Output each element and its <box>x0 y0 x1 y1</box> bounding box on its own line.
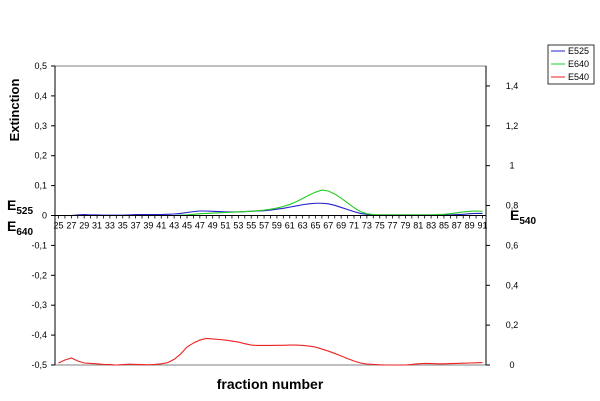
x-tick-label: 79 <box>400 221 410 231</box>
x-tick-label: 69 <box>336 221 346 231</box>
left-tick-label: 0,5 <box>34 61 47 71</box>
x-tick-label: 47 <box>195 221 205 231</box>
x-tick-label: 33 <box>105 221 115 231</box>
x-tick-label: 63 <box>298 221 308 231</box>
x-tick-label: 53 <box>233 221 243 231</box>
left-tick-label: 0,4 <box>34 91 47 101</box>
x-tick-label: 37 <box>131 221 141 231</box>
left-tick-label: 0 <box>42 211 47 221</box>
x-tick-label: 67 <box>323 221 333 231</box>
left-tick-label: -0,2 <box>31 270 47 280</box>
x-tick-label: 71 <box>349 221 359 231</box>
x-tick-label: 73 <box>362 221 372 231</box>
legend: E525 E640 E540 <box>547 44 595 85</box>
x-tick-label: 91 <box>477 221 487 231</box>
x-tick-label: 25 <box>53 221 63 231</box>
legend-label-e525: E525 <box>568 46 589 56</box>
x-tick-label: 89 <box>465 221 475 231</box>
legend-label-e540: E540 <box>568 72 589 82</box>
left-tick-label: 0,2 <box>34 151 47 161</box>
x-tick-label: 31 <box>92 221 102 231</box>
x-tick-label: 57 <box>259 221 269 231</box>
x-axis-title: fraction number <box>217 376 324 392</box>
x-tick-label: 81 <box>413 221 423 231</box>
left-tick-label: -0,1 <box>31 240 47 250</box>
right-tick-label: 1,2 <box>506 121 519 131</box>
x-tick-label: 29 <box>79 221 89 231</box>
x-tick-label: 83 <box>426 221 436 231</box>
right-tick-label: 0,8 <box>506 201 519 211</box>
x-tick-label: 27 <box>66 221 76 231</box>
right-axis-label: E540 <box>510 207 536 227</box>
x-tick-label: 85 <box>439 221 449 231</box>
x-tick-label: 59 <box>272 221 282 231</box>
x-tick-label: 35 <box>118 221 128 231</box>
left-tick-label: 0,3 <box>34 121 47 131</box>
x-tick-label: 51 <box>221 221 231 231</box>
right-tick-label: 0,4 <box>506 280 519 290</box>
x-tick-label: 61 <box>285 221 295 231</box>
series-line-e540 <box>58 337 483 366</box>
right-tick-label: 0 <box>509 360 514 370</box>
y-axis-title: Extinction <box>7 79 22 142</box>
x-tick-label: 75 <box>375 221 385 231</box>
left-tick-label: -0,5 <box>31 360 47 370</box>
x-tick-label: 77 <box>388 221 398 231</box>
legend-label-e640: E640 <box>568 59 589 69</box>
right-tick-label: 1,4 <box>506 81 519 91</box>
left-axis-label-upper: E525 <box>7 197 33 217</box>
left-axis-label-lower: E640 <box>7 218 33 238</box>
x-tick-label: 43 <box>169 221 179 231</box>
right-tick-label: 0,6 <box>506 240 519 250</box>
x-tick-label: 55 <box>246 221 256 231</box>
x-tick-label: 45 <box>182 221 192 231</box>
x-tick-label: 41 <box>156 221 166 231</box>
x-tick-label: 49 <box>208 221 218 231</box>
right-tick-label: 1 <box>509 161 514 171</box>
x-tick-label: 39 <box>143 221 153 231</box>
x-tick-label: 87 <box>452 221 462 231</box>
x-tick-label: 65 <box>310 221 320 231</box>
right-tick-label: 0,2 <box>506 320 519 330</box>
left-tick-label: -0,4 <box>31 330 47 340</box>
left-tick-label: -0,3 <box>31 300 47 310</box>
left-tick-label: 0,1 <box>34 181 47 191</box>
